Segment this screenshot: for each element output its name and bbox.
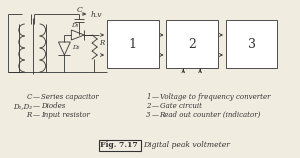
Text: Diodes: Diodes — [40, 102, 65, 110]
Text: Read out counter (indicator): Read out counter (indicator) — [160, 111, 261, 119]
Text: —: — — [152, 93, 159, 101]
Text: 3: 3 — [146, 111, 151, 119]
Text: —: — — [33, 111, 40, 119]
Text: Input resistor: Input resistor — [40, 111, 89, 119]
Text: h.v: h.v — [90, 11, 102, 19]
Text: 1: 1 — [129, 37, 137, 51]
Bar — [99, 140, 141, 151]
Text: D₁,D₂: D₁,D₂ — [13, 102, 32, 110]
Bar — [167, 20, 218, 68]
Text: Voltage to frequency converter: Voltage to frequency converter — [160, 93, 270, 101]
Text: 2: 2 — [188, 37, 196, 51]
Text: C: C — [26, 93, 32, 101]
Bar — [107, 20, 158, 68]
Text: C: C — [76, 6, 82, 14]
Text: Digital peak voltmeter: Digital peak voltmeter — [143, 141, 230, 149]
Text: D₂: D₂ — [72, 45, 80, 50]
Text: R: R — [26, 111, 32, 119]
Text: Gate circuit: Gate circuit — [160, 102, 202, 110]
Text: 1: 1 — [146, 93, 151, 101]
Text: R: R — [99, 39, 104, 47]
Text: 3: 3 — [248, 37, 256, 51]
Text: —: — — [152, 111, 159, 119]
Text: —: — — [33, 93, 40, 101]
Text: —: — — [33, 102, 40, 110]
Text: —: — — [152, 102, 159, 110]
Text: Fig. 7.17: Fig. 7.17 — [100, 141, 138, 149]
Bar — [226, 20, 278, 68]
Text: D₁: D₁ — [71, 23, 79, 28]
Text: Series capacitor: Series capacitor — [40, 93, 98, 101]
Text: 2: 2 — [146, 102, 151, 110]
